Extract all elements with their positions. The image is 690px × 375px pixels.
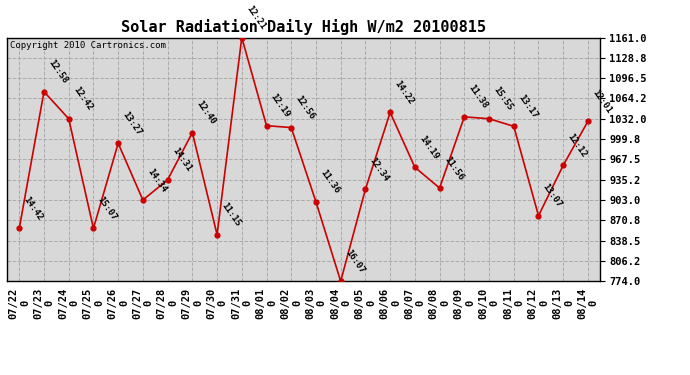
Text: 16:07: 16:07 bbox=[343, 248, 366, 275]
Text: 12:19: 12:19 bbox=[269, 92, 292, 119]
Point bbox=[434, 185, 445, 191]
Point bbox=[162, 177, 173, 183]
Text: 15:07: 15:07 bbox=[96, 195, 119, 222]
Point bbox=[582, 118, 593, 124]
Title: Solar Radiation Daily High W/m2 20100815: Solar Radiation Daily High W/m2 20100815 bbox=[121, 19, 486, 35]
Point bbox=[14, 225, 25, 231]
Text: 13:27: 13:27 bbox=[121, 110, 144, 137]
Point bbox=[88, 225, 99, 231]
Text: 14:22: 14:22 bbox=[393, 79, 415, 106]
Point bbox=[310, 199, 322, 205]
Text: 13:17: 13:17 bbox=[516, 93, 539, 120]
Point bbox=[187, 130, 198, 136]
Text: 13:07: 13:07 bbox=[541, 182, 564, 210]
Text: 15:55: 15:55 bbox=[491, 85, 514, 112]
Point bbox=[63, 116, 75, 122]
Text: 12:42: 12:42 bbox=[71, 85, 94, 112]
Point bbox=[212, 232, 223, 238]
Text: 11:36: 11:36 bbox=[318, 168, 342, 196]
Text: 12:56: 12:56 bbox=[294, 94, 317, 121]
Text: 11:15: 11:15 bbox=[219, 201, 242, 228]
Point bbox=[459, 114, 470, 120]
Point bbox=[261, 123, 272, 129]
Point bbox=[236, 34, 247, 40]
Text: 14:42: 14:42 bbox=[22, 195, 45, 222]
Point bbox=[533, 213, 544, 219]
Point bbox=[112, 140, 124, 146]
Text: 12:01: 12:01 bbox=[591, 88, 613, 115]
Text: 14:19: 14:19 bbox=[417, 134, 440, 161]
Point bbox=[384, 110, 395, 116]
Text: 14:34: 14:34 bbox=[146, 166, 168, 194]
Point bbox=[286, 124, 297, 130]
Text: 11:56: 11:56 bbox=[442, 154, 465, 182]
Text: 11:38: 11:38 bbox=[466, 83, 490, 111]
Point bbox=[558, 162, 569, 168]
Text: Copyright 2010 Cartronics.com: Copyright 2010 Cartronics.com bbox=[10, 41, 166, 50]
Text: 12:58: 12:58 bbox=[46, 58, 69, 86]
Point bbox=[509, 123, 520, 129]
Point bbox=[484, 116, 495, 122]
Text: 14:31: 14:31 bbox=[170, 146, 193, 174]
Point bbox=[360, 186, 371, 192]
Text: 12:40: 12:40 bbox=[195, 99, 217, 126]
Point bbox=[335, 278, 346, 284]
Text: 12:34: 12:34 bbox=[368, 156, 391, 183]
Point bbox=[137, 197, 148, 203]
Point bbox=[39, 88, 50, 94]
Point bbox=[409, 164, 420, 170]
Text: 12:12: 12:12 bbox=[566, 132, 589, 159]
Text: 12:21: 12:21 bbox=[244, 4, 267, 31]
